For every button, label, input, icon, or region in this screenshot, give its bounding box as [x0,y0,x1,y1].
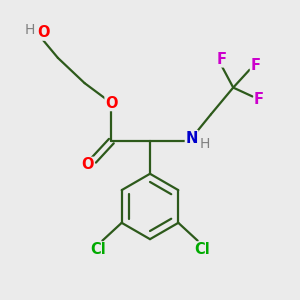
Text: H: H [24,22,35,37]
Text: O: O [37,25,49,40]
Text: F: F [250,58,260,73]
Text: Cl: Cl [90,242,106,257]
Text: O: O [81,158,94,172]
Text: H: H [200,137,210,151]
Text: F: F [254,92,264,107]
Text: N: N [185,130,198,146]
Text: F: F [216,52,226,67]
Text: Cl: Cl [194,242,210,257]
Text: O: O [105,95,118,110]
